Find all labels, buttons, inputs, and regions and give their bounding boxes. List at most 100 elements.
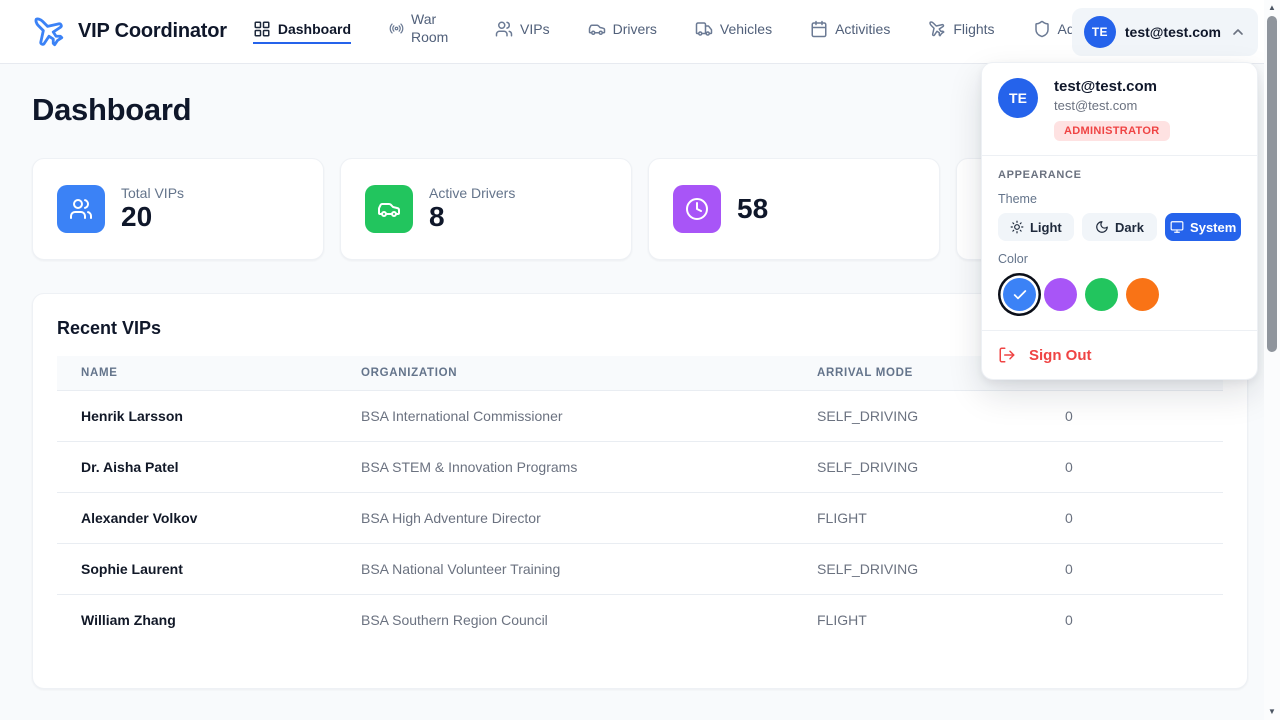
theme-label: Theme	[998, 192, 1037, 206]
divider	[982, 155, 1257, 156]
stat-value: 8	[429, 200, 445, 232]
recent-vips-table: NAME ORGANIZATION ARRIVAL MODE EVENTS He…	[57, 356, 1223, 645]
nav-item-vehicles[interactable]: Vehicles	[695, 20, 772, 44]
users-icon	[57, 185, 105, 233]
scrollbar-thumb[interactable]	[1267, 16, 1277, 352]
table-row: Dr. Aisha Patel BSA STEM & Innovation Pr…	[57, 441, 1223, 493]
nav-item-vips[interactable]: VIPs	[495, 20, 550, 44]
main-content: Dashboard Total VIPs 20 Active Drivers 8	[0, 64, 1280, 689]
vip-events: 0	[1041, 543, 1223, 595]
vip-organization: BSA Southern Region Council	[337, 594, 793, 645]
stat-card-events-today: 58	[648, 158, 940, 260]
vertical-scrollbar[interactable]: ▲ ▼	[1264, 0, 1280, 720]
log-out-icon	[998, 346, 1016, 364]
radio-icon	[389, 21, 404, 36]
nav-label: Vehicles	[719, 20, 773, 37]
chevron-up-icon	[1230, 24, 1246, 40]
nav-label: Dashboard	[277, 20, 351, 37]
plane-icon	[928, 20, 946, 38]
theme-light-button[interactable]: Light	[998, 213, 1074, 241]
color-swatches	[998, 273, 1241, 316]
scroll-up-arrow[interactable]: ▲	[1268, 3, 1276, 12]
theme-dark-button[interactable]: Dark	[1081, 213, 1158, 241]
vip-name: Dr. Aisha Patel	[57, 441, 337, 493]
vip-name: William Zhang	[57, 594, 337, 645]
layout-grid-icon	[253, 20, 271, 38]
theme-options: Light Dark System	[998, 213, 1242, 241]
stat-card-active-drivers: Active Drivers 8	[340, 158, 632, 260]
brand-home-link[interactable]: VIP Coordinator	[32, 15, 227, 49]
theme-system-button[interactable]: System	[1165, 213, 1242, 241]
table-row: William Zhang BSA Southern Region Counci…	[57, 594, 1223, 645]
table-title: Recent VIPs	[57, 318, 162, 338]
vip-events: 0	[1041, 390, 1223, 442]
table-row: Sophie Laurent BSA National Volunteer Tr…	[57, 543, 1223, 595]
sign-out-button[interactable]: Sign Out	[982, 331, 1257, 379]
car-icon	[588, 20, 606, 38]
dropdown-user-info: TE test@test.com test@test.com ADMINISTR…	[982, 63, 1257, 155]
stat-card-total-vips: Total VIPs 20	[32, 158, 324, 260]
user-email: test@test.com	[1124, 24, 1221, 40]
top-navigation-bar: VIP Coordinator Dashboard War Room VIPs …	[0, 0, 1280, 64]
users-icon	[495, 20, 513, 38]
role-badge: ADMINISTRATOR	[1054, 121, 1170, 141]
avatar: TE	[1083, 16, 1116, 48]
vip-events: 0	[1041, 441, 1223, 493]
dropdown-user-name: test@test.com	[1054, 78, 1157, 95]
theme-button-label: System	[1190, 219, 1237, 235]
vip-name: Henrik Larsson	[57, 390, 337, 442]
vip-organization: BSA High Adventure Director	[337, 492, 793, 544]
page-title: Dashboard	[32, 92, 192, 127]
nav-item-drivers[interactable]: Drivers	[588, 20, 657, 44]
table-row: Henrik Larsson BSA International Commiss…	[57, 390, 1223, 442]
divider	[982, 330, 1257, 331]
appearance-section-label: APPEARANCE	[998, 169, 1082, 181]
nav-item-dashboard[interactable]: Dashboard	[252, 20, 351, 44]
app-title: VIP Coordinator	[78, 20, 227, 42]
avatar: TE	[998, 78, 1038, 118]
color-swatch-blue[interactable]	[1003, 278, 1036, 311]
vip-name: Sophie Laurent	[57, 543, 337, 595]
vip-name: Alexander Volkov	[57, 492, 337, 544]
monitor-icon	[1170, 220, 1184, 234]
vip-organization: BSA STEM & Innovation Programs	[337, 441, 793, 493]
vip-arrival-mode: SELF_DRIVING	[793, 543, 1041, 595]
appearance-section: APPEARANCE Theme Light Dark System	[982, 156, 1257, 330]
moon-icon	[1095, 220, 1109, 234]
calendar-icon	[810, 20, 828, 38]
dropdown-user-email: test@test.com	[1054, 98, 1138, 113]
scroll-down-arrow[interactable]: ▼	[1268, 707, 1276, 716]
theme-button-label: Dark	[1115, 219, 1144, 235]
app-logo-plane-icon	[32, 15, 66, 49]
vip-events: 0	[1041, 594, 1223, 645]
color-label: Color	[998, 252, 1028, 266]
vip-organization: BSA National Volunteer Training	[337, 543, 793, 595]
nav-item-activities[interactable]: Activities	[810, 20, 890, 44]
nav-label: VIPs	[520, 20, 550, 37]
color-swatch-green[interactable]	[1085, 278, 1118, 311]
stat-label: Active Drivers	[429, 184, 516, 201]
vip-organization: BSA International Commissioner	[337, 390, 793, 442]
check-icon	[1012, 287, 1028, 303]
sun-icon	[1010, 220, 1024, 234]
vip-events: 0	[1041, 492, 1223, 544]
color-swatch-orange[interactable]	[1126, 278, 1159, 311]
vip-arrival-mode: FLIGHT	[793, 492, 1041, 544]
nav-item-flights[interactable]: Flights	[928, 20, 995, 44]
user-menu-dropdown: TE test@test.com test@test.com ADMINISTR…	[981, 62, 1258, 380]
nav-label: War Room	[411, 11, 449, 45]
color-swatch-purple[interactable]	[1044, 278, 1077, 311]
col-header-organization: ORGANIZATION	[337, 356, 793, 391]
table-row: Alexander Volkov BSA High Adventure Dire…	[57, 492, 1223, 544]
nav-label: Activities	[835, 20, 891, 37]
car-icon	[365, 185, 413, 233]
shield-icon	[1033, 20, 1051, 38]
recent-vips-card: Recent VIPs NAME ORGANIZATION ARRIVAL MO…	[32, 293, 1248, 689]
user-menu-trigger[interactable]: TE test@test.com	[1071, 8, 1258, 56]
stat-value: 20	[121, 200, 153, 232]
nav-label: Drivers	[612, 20, 657, 37]
col-header-name: NAME	[57, 356, 337, 391]
stat-value: 58	[737, 192, 769, 224]
sign-out-label: Sign Out	[1029, 346, 1092, 364]
nav-item-war-room[interactable]: War Room	[389, 11, 457, 52]
